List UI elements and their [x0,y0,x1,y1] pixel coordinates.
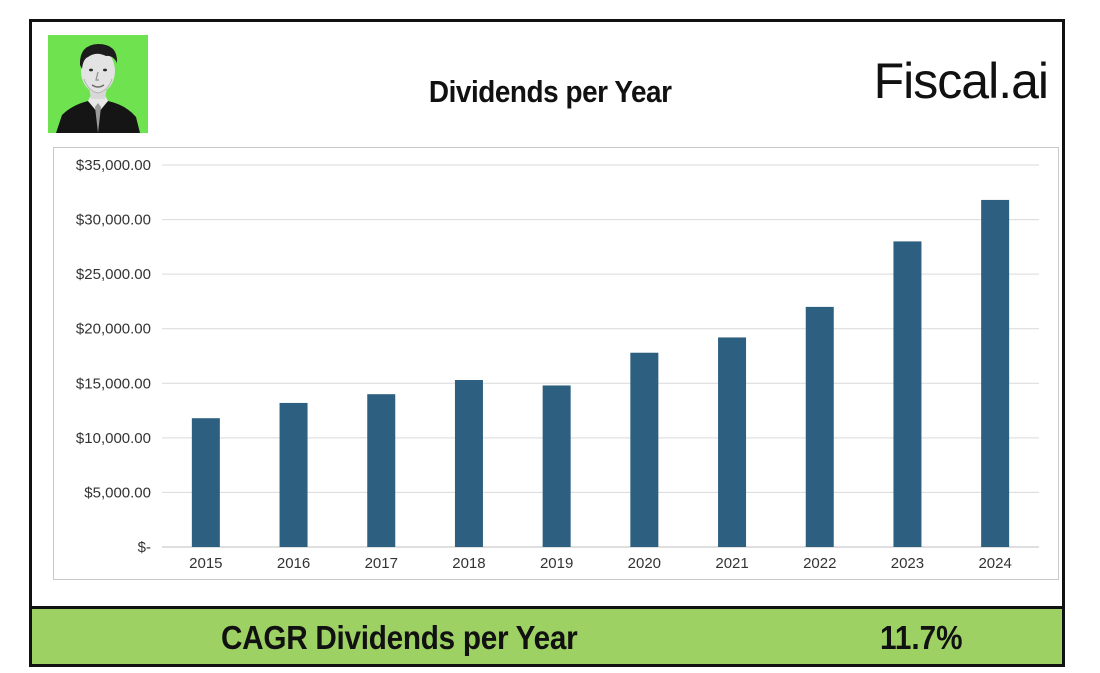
x-tick-label: 2018 [452,555,485,572]
x-tick-label: 2020 [628,555,661,572]
author-avatar [48,35,148,133]
x-tick-label: 2024 [978,555,1011,572]
bar-2016 [279,402,308,547]
y-tick-label: $- [138,539,151,556]
bar-2021 [718,337,747,547]
cagr-label: CAGR Dividends per Year [221,619,578,656]
bar-2018 [454,380,483,547]
x-tick-label: 2023 [891,555,924,572]
author-portrait-icon [48,35,148,133]
x-tick-label: 2017 [365,555,398,572]
y-tick-label: $10,000.00 [76,430,151,447]
bar-2020 [630,352,659,547]
bar-2015 [191,418,220,547]
x-tick-label: 2021 [715,555,748,572]
bar-chart: $- $5,000.00 $10,000.00 $15,000.00 $20,000.0… [76,157,1039,572]
cagr-value: 11.7% [880,619,963,656]
y-tick-label: $25,000.00 [76,266,151,283]
x-tick-label: 2015 [189,555,222,572]
brand-logo: Fiscal.ai [873,53,1049,109]
x-tick-label: 2022 [803,555,836,572]
chart-card: Dividends per Year Fiscal.ai $- $5,000.00… [29,19,1065,667]
x-tick-label: 2016 [277,555,310,572]
bar-2022 [805,306,834,547]
bar-2024 [981,199,1010,547]
cagr-summary-bar: CAGR Dividends per Year 11.7% [32,606,1062,664]
y-tick-label: $15,000.00 [76,375,151,392]
bar-2023 [893,241,922,547]
plot-area: $- $5,000.00 $10,000.00 $15,000.00 $20,000.0… [53,147,1059,580]
chart-title: Dividends per Year [428,74,672,109]
y-tick-label: $20,000.00 [76,321,151,338]
x-tick-label: 2019 [540,555,573,572]
bar-2019 [542,385,571,547]
y-tick-label: $35,000.00 [76,157,151,174]
y-tick-label: $5,000.00 [84,484,151,501]
y-tick-label: $30,000.00 [76,212,151,229]
bar-2017 [367,394,396,547]
